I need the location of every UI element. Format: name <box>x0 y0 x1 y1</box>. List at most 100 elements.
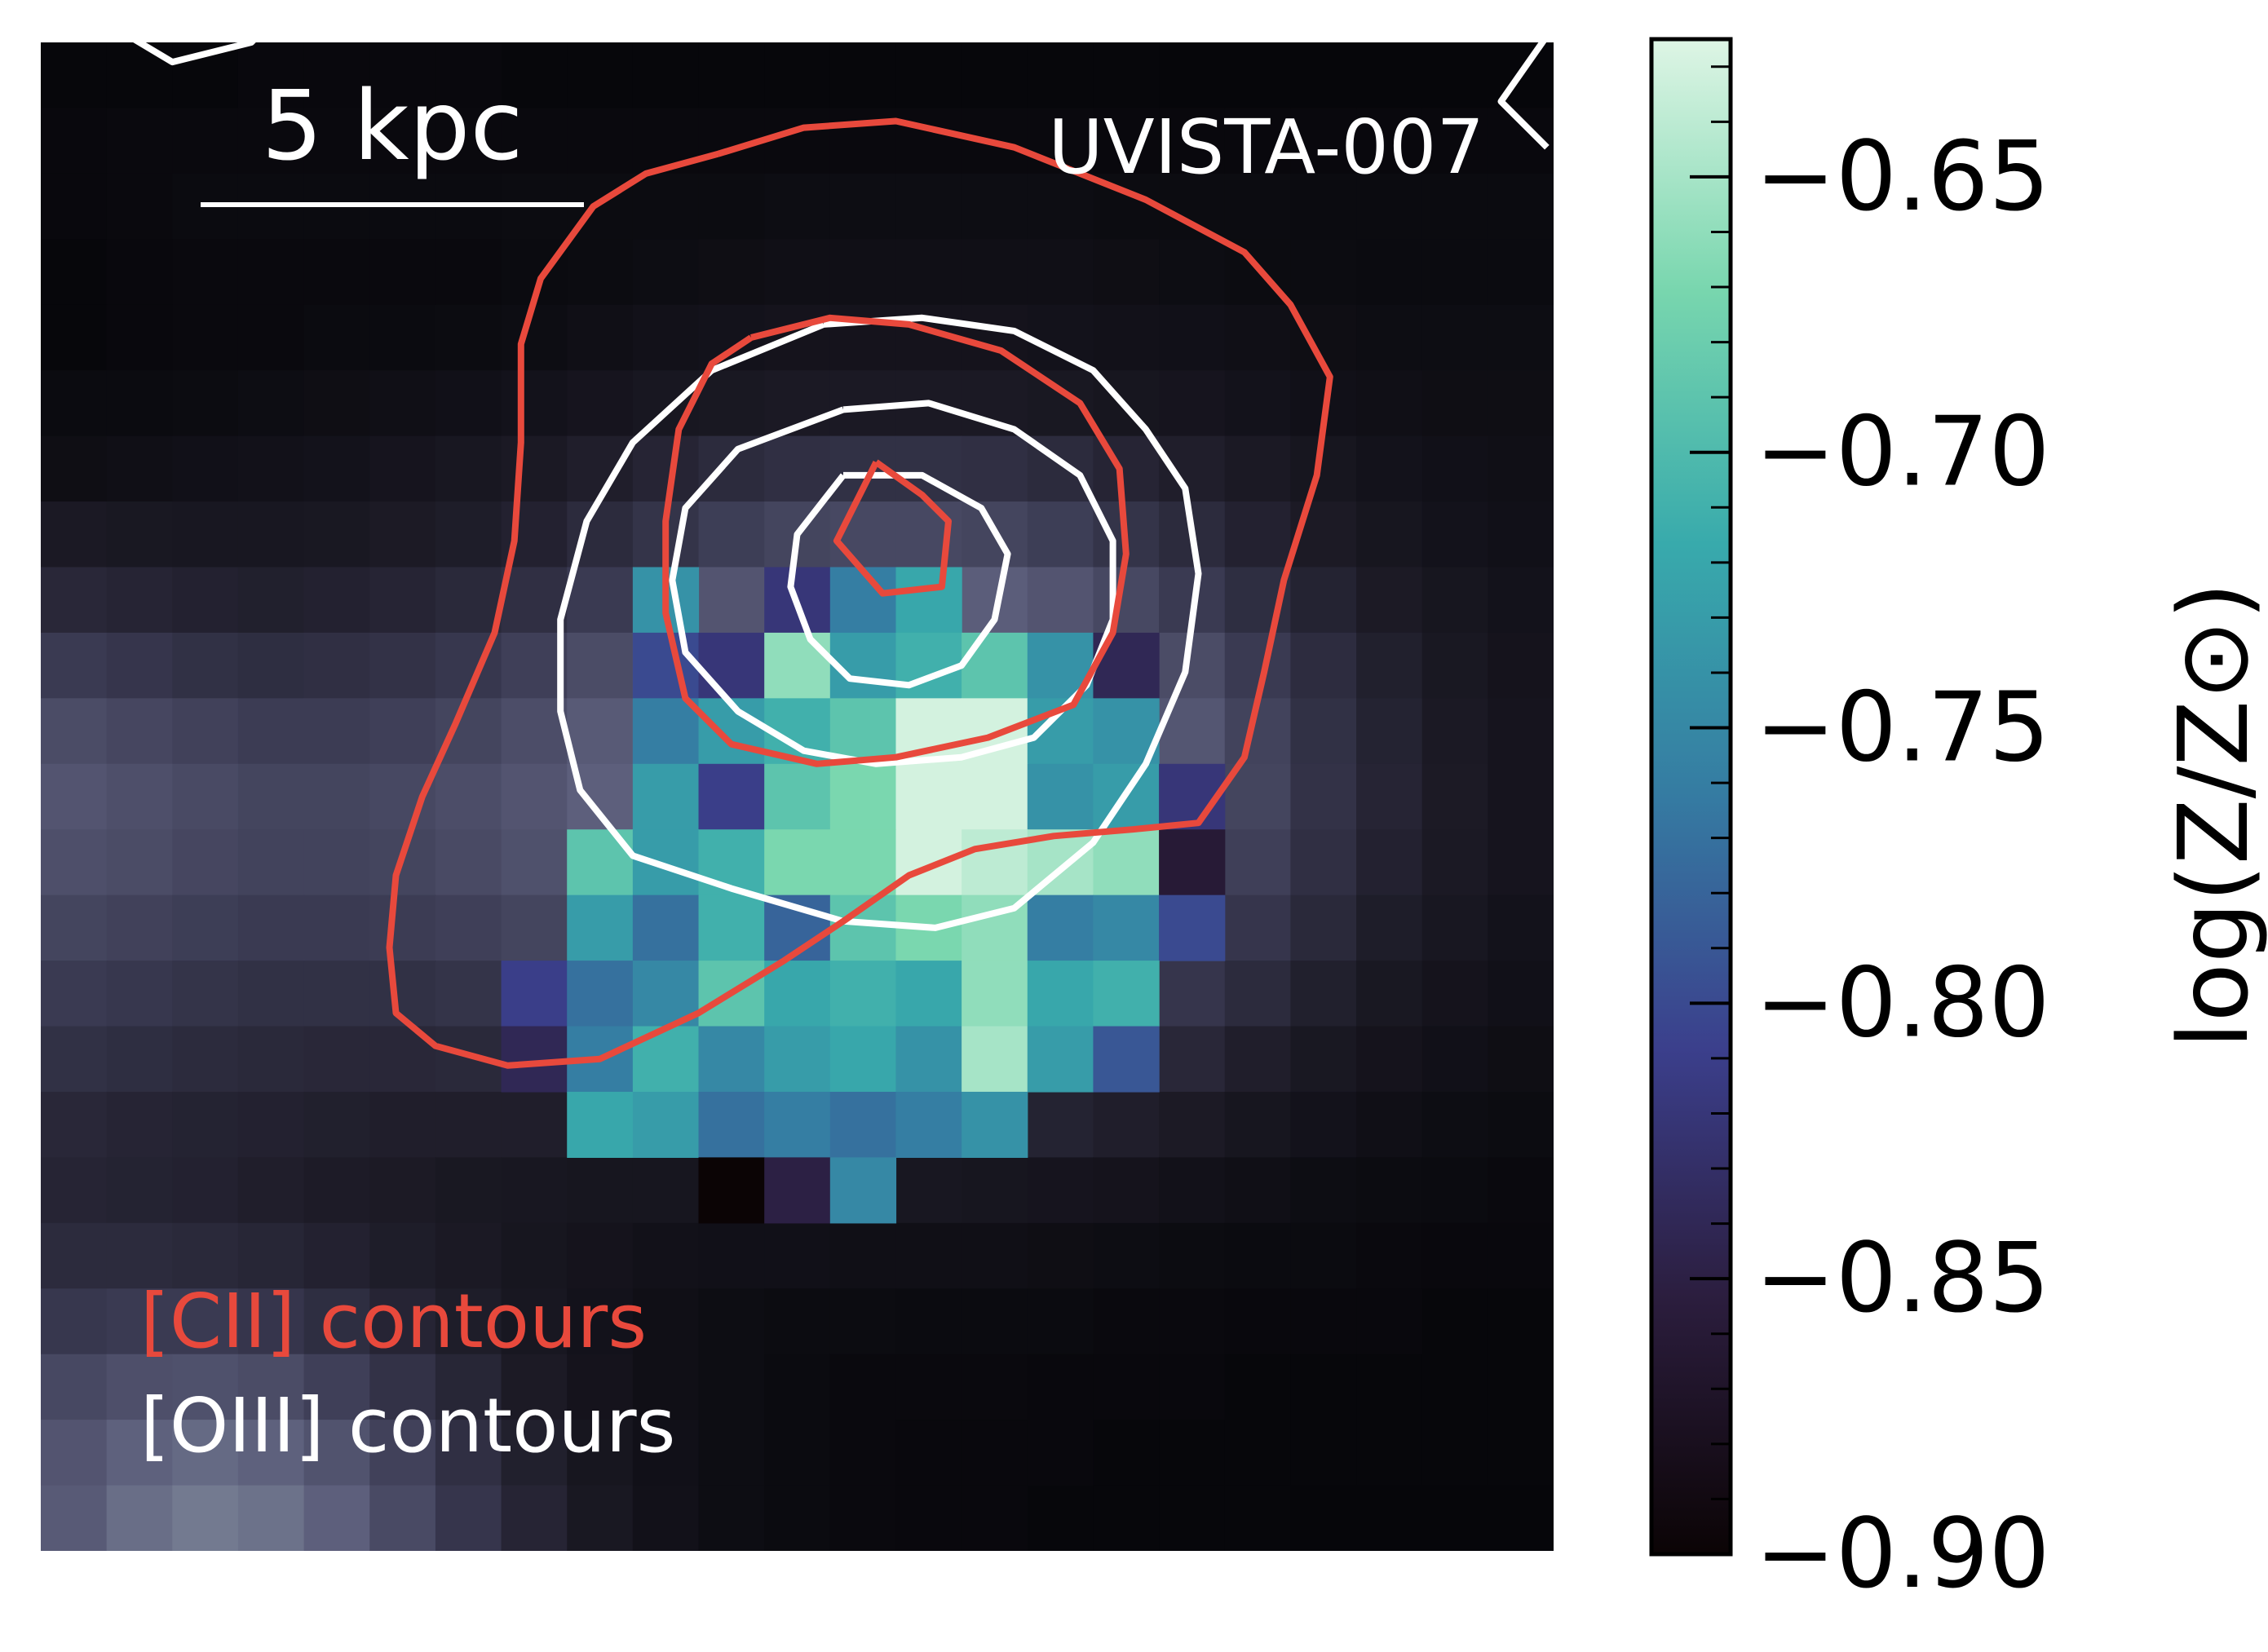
background-pixel <box>1421 108 1488 174</box>
metallicity-pixel <box>698 698 765 765</box>
background-pixel <box>895 108 962 174</box>
background-pixel <box>172 567 239 634</box>
background-pixel <box>172 435 239 502</box>
metallicity-pixel <box>962 763 1028 830</box>
background-pixel <box>1488 763 1554 830</box>
background-pixel <box>501 1420 568 1486</box>
cii-contour <box>662 314 1130 767</box>
background-pixel <box>1488 567 1554 634</box>
background-pixel <box>567 1485 634 1551</box>
background-pixel <box>303 1157 370 1224</box>
background-pixel <box>106 1026 173 1093</box>
metallicity-pixel <box>764 1091 831 1158</box>
background-pixel <box>106 1288 173 1355</box>
background-pixel <box>237 1354 305 1420</box>
background-pixel <box>1488 304 1554 371</box>
background-pixel <box>1290 829 1357 896</box>
background-pixel <box>41 501 108 568</box>
background-pixel <box>41 1485 108 1551</box>
background-pixel <box>41 173 108 240</box>
background-pixel <box>632 1157 700 1224</box>
background-pixel <box>435 1354 502 1420</box>
background-pixel <box>41 632 108 699</box>
background-pixel <box>895 501 962 568</box>
background-pixel <box>1159 42 1226 109</box>
background-pixel <box>501 894 568 961</box>
background-pixel <box>501 1354 568 1420</box>
background-pixel <box>962 1354 1028 1420</box>
background-pixel <box>962 1420 1028 1486</box>
background-pixel <box>237 698 305 765</box>
panel-label: UVISTA-007 <box>1048 104 1484 191</box>
background-pixel <box>1224 961 1291 1027</box>
background-pixel <box>106 698 173 765</box>
background-pixel <box>895 1420 962 1486</box>
background-pixel <box>698 435 765 502</box>
background-pixel <box>303 1485 370 1551</box>
background-pixel <box>698 1485 765 1551</box>
background-pixel <box>698 1222 765 1289</box>
background-pixel <box>1421 239 1488 306</box>
background-pixel <box>567 42 634 109</box>
background-pixel <box>237 1091 305 1158</box>
background-pixel <box>1159 1288 1226 1355</box>
background-pixel <box>41 1420 108 1486</box>
background-pixel <box>106 42 173 109</box>
background-pixel <box>172 1026 239 1093</box>
metallicity-pixels <box>501 567 1226 1224</box>
background-pixel <box>1290 108 1357 174</box>
background-pixel <box>1356 304 1423 371</box>
background-pixel <box>1488 1420 1554 1486</box>
background-pixel <box>172 239 239 306</box>
metallicity-pixel <box>764 1026 831 1093</box>
background-pixel <box>41 961 108 1027</box>
background-pixel <box>1290 1222 1357 1289</box>
metallicity-pixel <box>1027 763 1094 830</box>
background-pixel <box>303 698 370 765</box>
background-pixel <box>172 698 239 765</box>
background-pixel <box>1093 42 1160 109</box>
background-pixel <box>41 763 108 830</box>
background-pixel <box>1356 1091 1423 1158</box>
background-pixel <box>1421 304 1488 371</box>
background-pixel <box>501 829 568 896</box>
background-pixel <box>106 1485 173 1551</box>
background-pixel <box>1027 1157 1094 1224</box>
background-pixel <box>303 108 370 174</box>
background-pixel <box>764 42 831 109</box>
background-pixel <box>764 108 831 174</box>
background-pixel <box>895 1288 962 1355</box>
background-pixel <box>1093 108 1160 174</box>
background-pixel <box>1159 1157 1226 1224</box>
background-pixel <box>501 304 568 371</box>
background-pixel <box>237 763 305 830</box>
background-pixel <box>435 1222 502 1289</box>
background-pixel <box>237 1157 305 1224</box>
background-pixel <box>632 1354 700 1420</box>
background-pixel <box>106 1354 173 1420</box>
background-pixel <box>1159 1420 1226 1486</box>
background-pixel <box>303 1420 370 1486</box>
background-pixel <box>567 1288 634 1355</box>
metallicity-pixel <box>764 961 831 1027</box>
background-pixel <box>1290 698 1357 765</box>
background-pixel <box>632 370 700 437</box>
background-pixel <box>1290 894 1357 961</box>
metallicity-pixel <box>895 1026 962 1093</box>
background-pixel <box>1356 1485 1423 1551</box>
background-pixel <box>567 698 634 765</box>
background-pixel <box>1290 1026 1357 1093</box>
background-pixel <box>435 501 502 568</box>
background-pixel <box>962 1288 1028 1355</box>
metallicity-pixel <box>1027 1026 1094 1093</box>
background-pixel <box>237 304 305 371</box>
background-pixel <box>435 1157 502 1224</box>
background-pixel <box>1421 42 1488 109</box>
metallicity-pixel <box>698 1091 765 1158</box>
metallicity-pixel <box>567 1091 634 1158</box>
background-pixel <box>106 567 173 634</box>
background-pixel <box>567 108 634 174</box>
background-pixel <box>41 1288 108 1355</box>
background-pixel <box>501 1157 568 1224</box>
